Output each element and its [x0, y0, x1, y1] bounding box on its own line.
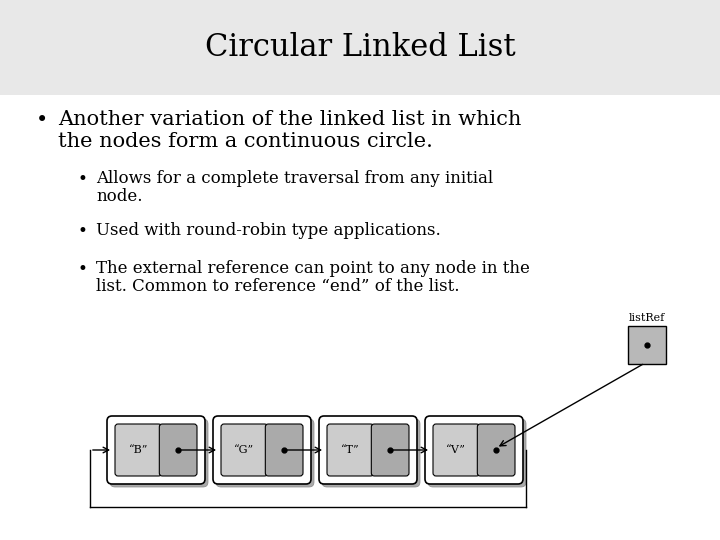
FancyBboxPatch shape — [265, 424, 303, 476]
Text: Used with round-robin type applications.: Used with round-robin type applications. — [96, 222, 441, 239]
FancyBboxPatch shape — [425, 416, 523, 484]
Text: Another variation of the linked list in which: Another variation of the linked list in … — [58, 110, 521, 129]
Text: •: • — [77, 170, 87, 188]
Text: •: • — [36, 110, 48, 130]
FancyBboxPatch shape — [327, 424, 374, 476]
FancyBboxPatch shape — [322, 419, 420, 487]
Text: node.: node. — [96, 188, 143, 205]
FancyBboxPatch shape — [110, 419, 208, 487]
Text: The external reference can point to any node in the: The external reference can point to any … — [96, 260, 530, 277]
FancyBboxPatch shape — [221, 424, 268, 476]
Text: list. Common to reference “end” of the list.: list. Common to reference “end” of the l… — [96, 278, 459, 295]
FancyBboxPatch shape — [319, 416, 417, 484]
FancyBboxPatch shape — [477, 424, 515, 476]
FancyBboxPatch shape — [433, 424, 480, 476]
Text: •: • — [77, 222, 87, 240]
FancyBboxPatch shape — [628, 326, 666, 364]
Text: “V”: “V” — [446, 445, 466, 455]
FancyBboxPatch shape — [372, 424, 409, 476]
Text: Circular Linked List: Circular Linked List — [204, 32, 516, 63]
Text: listRef: listRef — [629, 313, 665, 323]
FancyBboxPatch shape — [115, 424, 161, 476]
Text: Allows for a complete traversal from any initial: Allows for a complete traversal from any… — [96, 170, 493, 187]
Text: “G”: “G” — [234, 445, 254, 455]
FancyBboxPatch shape — [159, 424, 197, 476]
FancyBboxPatch shape — [216, 419, 314, 487]
FancyBboxPatch shape — [428, 419, 526, 487]
Text: “B”: “B” — [129, 445, 148, 455]
Text: the nodes form a continuous circle.: the nodes form a continuous circle. — [58, 132, 433, 151]
Bar — [0, 0, 720, 95]
FancyBboxPatch shape — [107, 416, 205, 484]
FancyBboxPatch shape — [213, 416, 311, 484]
Text: “T”: “T” — [341, 445, 359, 455]
Text: •: • — [77, 260, 87, 278]
